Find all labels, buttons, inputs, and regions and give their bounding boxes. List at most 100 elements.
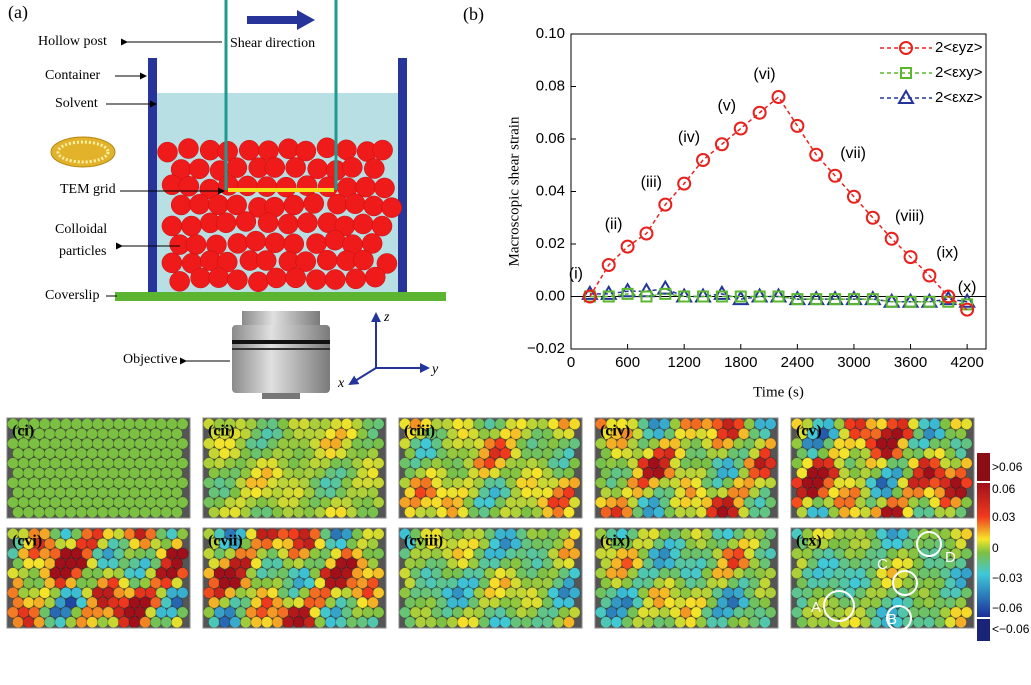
particle — [293, 617, 304, 628]
particle — [913, 487, 924, 498]
tile-label: (cii) — [208, 423, 235, 440]
particle — [902, 428, 913, 439]
particle — [235, 458, 246, 469]
particle — [834, 548, 845, 559]
particle — [272, 428, 283, 439]
objective-top — [242, 311, 320, 325]
particle — [744, 548, 755, 559]
particle — [489, 577, 500, 588]
y-tick-label: 0.02 — [536, 235, 565, 252]
particle — [346, 558, 357, 569]
particle — [50, 528, 61, 539]
particle — [659, 458, 670, 469]
particle — [341, 438, 352, 449]
particle — [961, 548, 972, 559]
particle — [178, 139, 198, 159]
particle — [807, 487, 818, 498]
particle — [367, 448, 378, 459]
particle — [325, 428, 336, 439]
panel-a: (a) z y x Hollow post Shear direction Co… — [8, 0, 446, 399]
particle — [44, 448, 55, 459]
particle — [97, 448, 108, 459]
particle — [367, 487, 378, 498]
particle — [961, 528, 972, 539]
particle — [622, 558, 633, 569]
particle — [240, 577, 251, 588]
particle — [940, 418, 951, 429]
particle — [675, 448, 686, 459]
particle — [653, 487, 664, 498]
particle — [442, 418, 453, 429]
particle — [92, 477, 103, 488]
particle — [950, 528, 961, 539]
particle — [468, 597, 479, 608]
particle — [50, 497, 61, 508]
particle — [834, 458, 845, 469]
particle — [468, 558, 479, 569]
particle — [404, 467, 415, 478]
container-wall — [148, 58, 157, 292]
particle — [278, 587, 289, 598]
particle — [161, 448, 172, 459]
particle — [495, 568, 506, 579]
particle — [415, 448, 426, 459]
particle — [717, 507, 728, 518]
particle — [304, 193, 324, 213]
particle — [754, 418, 765, 429]
particle — [135, 587, 146, 598]
particle — [283, 507, 294, 518]
particle — [288, 497, 299, 508]
particle — [135, 568, 146, 579]
particle — [807, 577, 818, 588]
particle — [304, 558, 315, 569]
particle — [897, 528, 908, 539]
particle — [145, 458, 156, 469]
particle — [479, 487, 490, 498]
particle — [516, 497, 527, 508]
particle — [171, 558, 182, 569]
particle — [664, 617, 675, 628]
particle — [892, 507, 903, 518]
particle — [362, 568, 373, 579]
particle — [913, 448, 924, 459]
particle — [447, 577, 458, 588]
particle — [272, 487, 283, 498]
particle — [92, 568, 103, 579]
particle — [887, 418, 898, 429]
particle — [548, 418, 559, 429]
particle — [314, 597, 325, 608]
particle — [807, 558, 818, 569]
particle — [871, 428, 882, 439]
particle — [293, 538, 304, 549]
particle — [532, 428, 543, 439]
particle — [706, 538, 717, 549]
particle — [834, 497, 845, 508]
strain-map: (cv) — [791, 418, 974, 518]
particle — [866, 477, 877, 488]
figure: (a) z y x Hollow post Shear direction Co… — [0, 0, 1031, 685]
strain-map: (cvii) — [203, 528, 386, 628]
particle — [166, 458, 177, 469]
particle — [659, 568, 670, 579]
particle — [765, 568, 776, 579]
particle — [839, 507, 850, 518]
particle — [65, 577, 76, 588]
particle — [749, 558, 760, 569]
particle — [765, 497, 776, 508]
particle — [717, 558, 728, 569]
particle — [442, 497, 453, 508]
particle — [65, 428, 76, 439]
particle — [140, 467, 151, 478]
particle — [171, 448, 182, 459]
particle — [331, 528, 342, 539]
particle — [653, 507, 664, 518]
particle — [256, 587, 267, 598]
particle — [283, 448, 294, 459]
particle — [648, 497, 659, 508]
particle — [919, 568, 930, 579]
particle — [309, 458, 320, 469]
particle — [177, 528, 188, 539]
particle — [611, 507, 622, 518]
x-tick-label: 2400 — [781, 354, 814, 371]
particle — [897, 497, 908, 508]
